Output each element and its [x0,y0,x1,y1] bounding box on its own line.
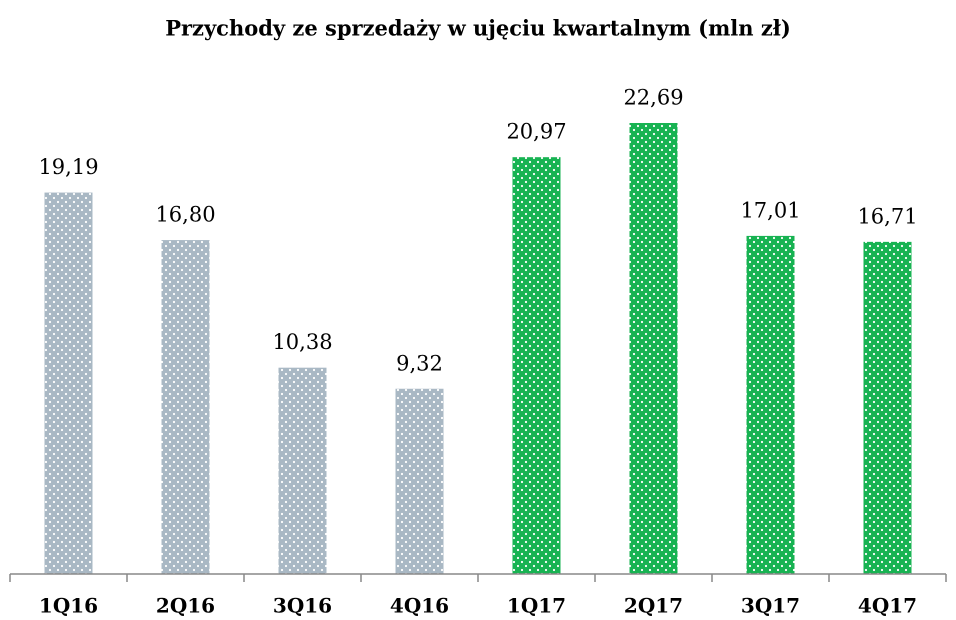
x-tick-label: 2Q17 [624,594,683,618]
x-tick-label: 3Q17 [741,594,800,618]
bar [161,240,210,574]
bar [746,235,795,574]
bar [629,123,678,574]
x-tick-label: 1Q17 [507,594,566,618]
bar [278,367,327,574]
value-label: 10,38 [272,330,332,354]
x-tick-label: 3Q16 [273,594,332,618]
value-label: 16,80 [155,203,215,227]
x-tick-label: 4Q16 [390,594,449,618]
x-tick-label: 4Q17 [858,594,917,618]
bar [395,388,444,574]
value-label: 22,69 [623,86,683,110]
value-label: 16,71 [857,204,917,228]
x-tick-label: 2Q16 [156,594,215,618]
x-tick-label: 1Q16 [39,594,98,618]
value-label: 17,01 [740,198,800,222]
value-label: 20,97 [506,120,566,144]
bar [44,192,93,574]
value-label: 19,19 [38,155,98,179]
value-label: 9,32 [396,351,443,375]
bar [863,241,912,574]
chart-title: Przychody ze sprzedaży w ujęciu kwartaln… [165,16,791,41]
bar [512,157,561,574]
